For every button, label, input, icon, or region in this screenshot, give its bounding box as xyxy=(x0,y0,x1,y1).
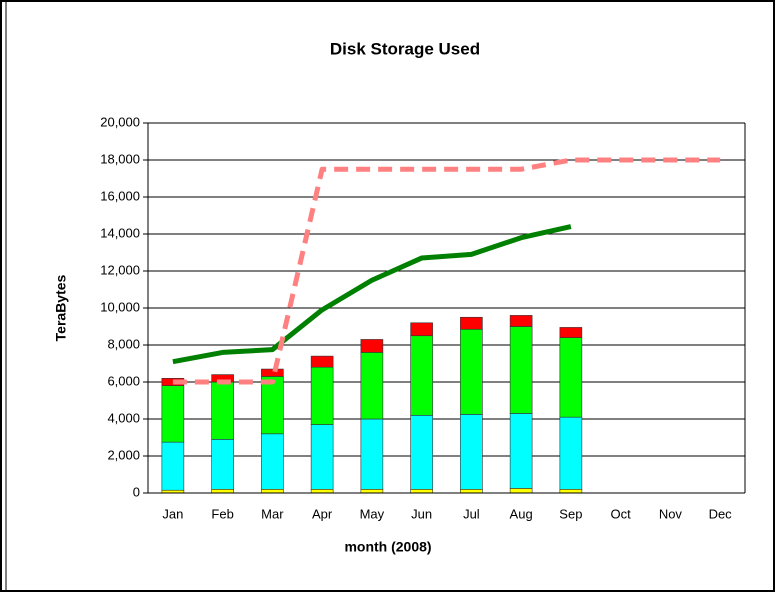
bar-segment xyxy=(211,439,234,490)
bar-segment xyxy=(559,327,583,338)
x-tick-label: Jul xyxy=(463,506,480,521)
x-tick-label: Jan xyxy=(162,506,183,521)
bar-segment xyxy=(310,424,334,490)
bar-segment xyxy=(261,376,284,435)
bar-segment xyxy=(509,488,533,494)
x-tick-label: Dec xyxy=(709,506,733,521)
bar-segment xyxy=(509,413,533,489)
x-tick-label: Mar xyxy=(261,506,284,521)
y-tick-label: 6,000 xyxy=(107,373,140,388)
x-tick-label: Apr xyxy=(312,506,333,521)
bar-segment xyxy=(161,385,185,443)
bar-segment xyxy=(460,328,483,415)
bar-segment xyxy=(509,326,533,414)
x-tick-label: Feb xyxy=(211,506,233,521)
y-tick-label: 4,000 xyxy=(107,410,140,425)
bar-segment xyxy=(310,355,334,368)
bar-segment xyxy=(559,416,583,490)
chart-title: Disk Storage Used xyxy=(330,39,480,58)
bar-segment xyxy=(559,488,583,494)
bar-segment xyxy=(410,414,433,490)
bar-segment xyxy=(161,441,185,491)
bar-segment xyxy=(559,337,583,418)
bar-segment xyxy=(509,315,533,327)
y-tick-label: 16,000 xyxy=(100,188,140,203)
bar-segment xyxy=(261,368,284,377)
x-tick-label: Aug xyxy=(510,506,533,521)
y-axis-title: TeraBytes xyxy=(53,274,69,341)
bar-segment xyxy=(310,366,334,425)
bar-segment xyxy=(310,488,334,494)
bar-segment xyxy=(460,414,483,490)
x-tick-label: Jun xyxy=(411,506,432,521)
bar-segment xyxy=(410,322,433,337)
y-tick-label: 10,000 xyxy=(100,299,140,314)
bar-segment xyxy=(460,316,483,330)
x-tick-label: Sep xyxy=(559,506,582,521)
bar-segment xyxy=(211,488,234,494)
bar-segment xyxy=(261,433,284,490)
bar-segment xyxy=(360,352,384,420)
y-tick-label: 18,000 xyxy=(100,151,140,166)
x-tick-label: Oct xyxy=(611,506,632,521)
bar-segment xyxy=(261,488,284,494)
line-series xyxy=(172,224,572,365)
y-tick-label: 2,000 xyxy=(107,447,140,462)
line-series xyxy=(172,157,721,385)
y-tick-label: 20,000 xyxy=(100,114,140,129)
bar-segment xyxy=(360,488,384,494)
y-tick-label: 12,000 xyxy=(100,262,140,277)
x-tick-label: May xyxy=(360,506,385,521)
bar-segment xyxy=(211,381,234,440)
x-tick-label: Nov xyxy=(659,506,683,521)
bar-segment xyxy=(360,339,384,353)
y-tick-label: 14,000 xyxy=(100,225,140,240)
x-axis-title: month (2008) xyxy=(344,539,431,555)
y-tick-label: 0 xyxy=(133,484,140,499)
bar-segment xyxy=(410,335,433,416)
bar-segment xyxy=(410,488,433,494)
y-tick-label: 8,000 xyxy=(107,336,140,351)
bar-segment xyxy=(460,488,483,494)
bar-segment xyxy=(360,418,384,490)
